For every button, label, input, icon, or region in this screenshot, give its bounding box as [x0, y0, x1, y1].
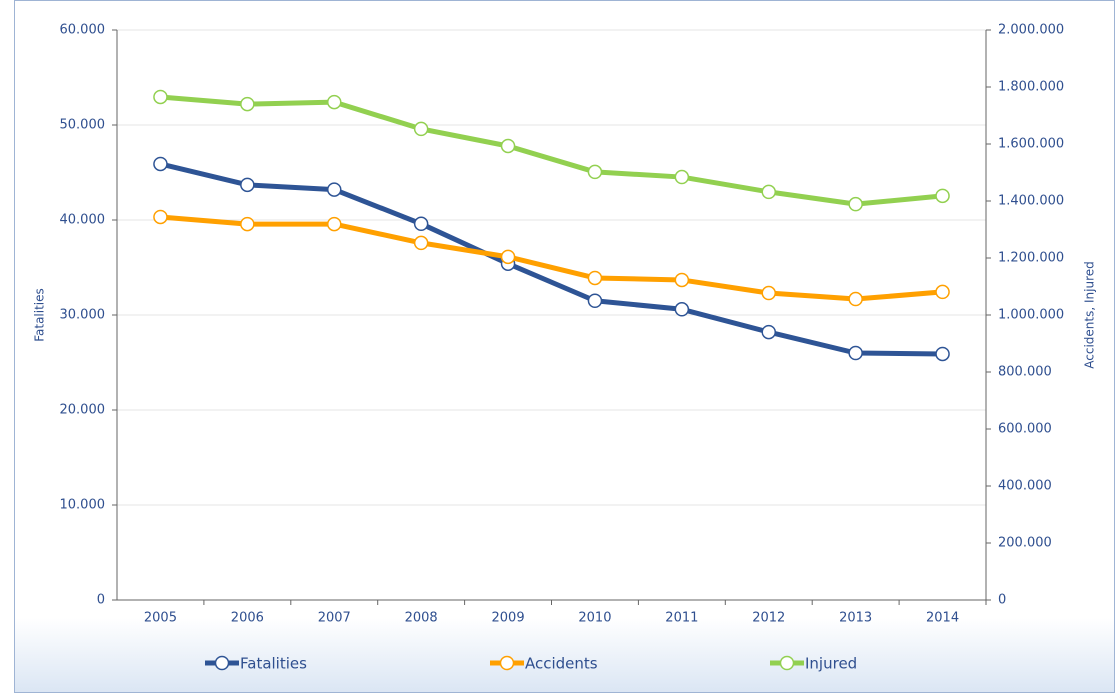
data-point — [674, 272, 690, 288]
data-point — [587, 164, 603, 180]
data-point — [935, 284, 950, 300]
y-tick-label: 10.000 — [60, 498, 106, 513]
y-tick-label: 40.000 — [60, 213, 106, 228]
legend-marker — [214, 655, 230, 671]
x-tick-label: 2014 — [926, 611, 959, 626]
legend-label: Fatalities — [240, 655, 307, 673]
x-tick-label: 2010 — [578, 611, 611, 626]
data-point — [240, 216, 255, 232]
data-point — [935, 188, 950, 204]
y2-tick-label: 1.000.000 — [998, 308, 1064, 323]
series-line — [159, 161, 943, 357]
y2-tick-label: 1.400.000 — [998, 194, 1064, 209]
x-tick-label: 2007 — [318, 611, 351, 626]
data-point — [413, 216, 429, 232]
legend-label: Accidents — [525, 655, 598, 673]
data-point — [240, 177, 255, 193]
x-tick-label: 2013 — [839, 611, 872, 626]
y2-tick-label: 800.000 — [998, 365, 1052, 380]
y-tick-label: 30.000 — [60, 308, 106, 323]
y2-tick-label: 1.200.000 — [998, 251, 1064, 266]
y-tick-label: 20.000 — [60, 403, 106, 418]
x-tick-label: 2005 — [144, 611, 177, 626]
series-line — [160, 214, 943, 302]
frame — [14, 0, 1115, 693]
data-point — [500, 249, 516, 265]
data-point — [848, 291, 863, 307]
data-point — [674, 169, 690, 185]
data-point — [761, 285, 776, 301]
data-point — [153, 156, 168, 172]
data-point — [848, 345, 863, 361]
data-point — [500, 138, 516, 154]
data-point — [413, 121, 429, 137]
y2-tick-label: 400.000 — [998, 479, 1052, 494]
y-tick-label: 60.000 — [60, 23, 106, 38]
x-tick-label: 2008 — [405, 611, 438, 626]
legend-label: Injured — [805, 655, 857, 673]
data-point — [327, 182, 342, 197]
legend-marker — [779, 655, 795, 671]
x-tick-label: 2012 — [752, 611, 785, 626]
data-point — [327, 94, 342, 110]
data-point — [587, 270, 603, 286]
data-point — [935, 346, 950, 362]
legend-band — [15, 618, 1114, 692]
data-point — [761, 324, 776, 340]
y-tick-label: 50.000 — [60, 118, 106, 133]
y2-tick-label: 2.000.000 — [998, 23, 1064, 38]
data-point — [848, 196, 863, 212]
data-point — [413, 235, 429, 251]
legend-marker — [499, 655, 515, 671]
data-point — [587, 293, 603, 308]
y2-tick-label: 1.600.000 — [998, 137, 1064, 152]
data-point — [327, 216, 342, 232]
y2-tick-label: 0 — [998, 593, 1006, 608]
y2-axis-title: Accidents, Injured — [1083, 261, 1097, 368]
y2-tick-label: 600.000 — [998, 422, 1052, 437]
data-point — [153, 209, 168, 225]
x-tick-label: 2009 — [492, 611, 525, 626]
y2-tick-label: 200.000 — [998, 536, 1052, 551]
series-line — [160, 94, 943, 207]
data-point — [240, 96, 255, 112]
data-point — [153, 89, 168, 105]
x-tick-label: 2011 — [665, 611, 698, 626]
y2-tick-label: 1.800.000 — [998, 80, 1064, 95]
y-axis-title: Fatalities — [33, 288, 47, 342]
data-point — [674, 302, 690, 317]
y-tick-label: 0 — [97, 593, 105, 608]
x-tick-label: 2006 — [231, 611, 264, 626]
data-point — [761, 184, 776, 200]
